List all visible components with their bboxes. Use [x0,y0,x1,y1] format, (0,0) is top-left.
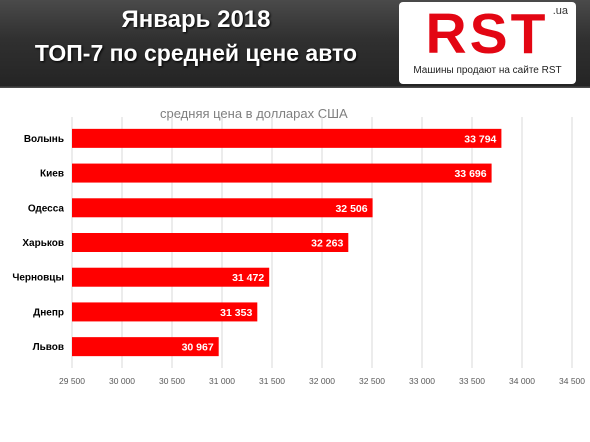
category-label: Харьков [22,238,64,249]
x-tick-label: 34 000 [509,376,535,386]
value-label: 32 506 [335,203,367,215]
value-label: 33 696 [454,168,486,180]
bar [72,163,492,183]
chart-title: средняя цена в долларах США [160,106,348,121]
category-label: Днепр [33,307,64,318]
chart-bars [72,128,502,357]
x-tick-label: 31 000 [209,376,235,386]
value-label: 31 472 [232,272,264,284]
x-tick-label: 30 500 [159,376,185,386]
bar [72,128,502,148]
x-tick-label: 32 500 [359,376,385,386]
x-tick-label: 30 000 [109,376,135,386]
value-label: 32 263 [311,238,343,250]
x-tick-label: 34 500 [559,376,585,386]
x-tick-label: 33 500 [459,376,485,386]
bar [72,302,258,322]
x-tick-label: 29 500 [59,376,85,386]
page-title: Январь 2018 [121,6,271,33]
chart-labels: 29 500 30 000 30 500 31 000 31 500 32 000 32 5… [12,133,585,386]
value-label: 31 353 [220,307,252,319]
bar [72,337,219,357]
bar [72,267,270,287]
category-label: Киев [40,169,64,180]
logo-domain: .ua [552,5,568,17]
category-label: Львов [33,342,64,353]
category-label: Волынь [24,134,64,145]
x-tick-label: 32 000 [309,376,335,386]
x-tick-label: 31 500 [259,376,285,386]
value-label: 33 794 [464,133,496,145]
bar [72,233,349,252]
logo-tagline: Машины продают на сайте RST [413,65,562,76]
bar [72,198,373,218]
rst-logo[interactable]: .ua RST Машины продают на сайте RST [399,2,576,84]
page-subtitle: ТОП-7 по средней цене авто [34,40,358,66]
header-banner: Январь 2018 ТОП-7 по средней цене авто .… [0,0,590,88]
value-label: 30 967 [182,342,214,354]
category-label: Черновцы [12,273,64,284]
category-label: Одесса [28,203,65,214]
logo-brand: RST [425,2,549,66]
x-tick-label: 33 000 [409,376,435,386]
